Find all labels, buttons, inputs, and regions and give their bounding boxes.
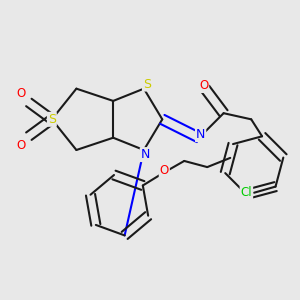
Text: S: S [143, 78, 151, 91]
Text: Cl: Cl [241, 186, 252, 199]
Text: O: O [16, 139, 26, 152]
Text: N: N [141, 148, 150, 161]
Text: N: N [196, 128, 205, 141]
Text: S: S [48, 113, 56, 126]
Text: O: O [160, 164, 169, 177]
Text: O: O [16, 87, 26, 100]
Text: O: O [199, 79, 208, 92]
